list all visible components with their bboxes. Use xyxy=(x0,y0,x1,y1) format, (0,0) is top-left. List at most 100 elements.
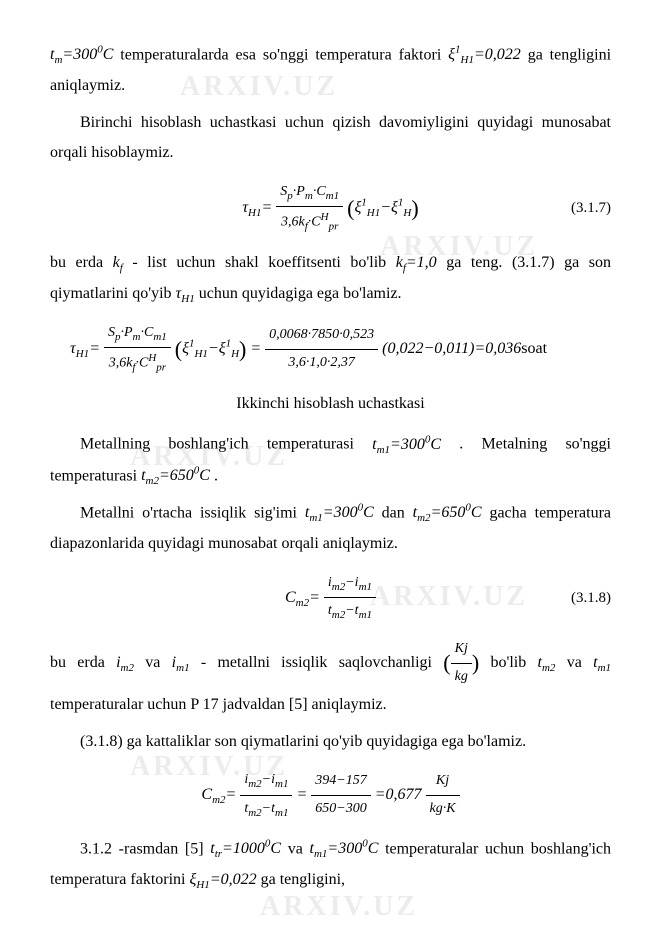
unit: C xyxy=(368,840,379,857)
paragraph-6: bu erda im2 va im1 - metallni issiqlik s… xyxy=(50,636,611,721)
subscript: m1 xyxy=(275,778,288,790)
unit: C xyxy=(471,504,482,521)
subscript: H1 xyxy=(76,348,89,360)
superscript: H xyxy=(321,211,329,223)
subscript: m1 xyxy=(359,609,372,621)
subscript: pr xyxy=(156,362,166,374)
var: −t xyxy=(345,603,358,618)
val: =1,0 xyxy=(406,254,437,271)
subscript: m1 xyxy=(326,189,339,201)
var: 3,6k xyxy=(281,215,305,230)
var: k xyxy=(396,254,403,271)
text: va xyxy=(567,654,593,671)
paragraph-2: Birinchi hisoblash uchastkasi uchun qizi… xyxy=(50,108,611,169)
eq-val: =0,022 xyxy=(474,46,521,63)
subscript: m1 xyxy=(309,513,322,525)
var: −i xyxy=(345,575,358,590)
unit: Kj xyxy=(451,636,472,664)
text: 3.1.2 -rasmdan [5] xyxy=(80,840,210,857)
var: ·C xyxy=(313,184,326,199)
text: ga tengligini, xyxy=(261,871,345,888)
text: bu erda xyxy=(50,254,113,271)
paragraph-7: (3.1.8) ga kattaliklar son qiymatlarini … xyxy=(50,727,611,757)
var: S xyxy=(108,325,115,340)
text: - list uchun shakl koeffitsenti bo'lib xyxy=(132,254,395,271)
subscript: m2 xyxy=(332,609,345,621)
subscript: m1 xyxy=(598,662,611,674)
text: - metallni issiqlik saqlovchanligi xyxy=(201,654,443,671)
subscript: H1 xyxy=(461,55,474,67)
var: C xyxy=(285,589,296,606)
text: . xyxy=(214,467,218,484)
val: (0,022−0,011)=0,036 xyxy=(382,340,521,357)
var: ·P xyxy=(293,184,305,199)
subscript: m1 xyxy=(314,848,327,860)
subscript: H1 xyxy=(367,207,380,219)
var-xi: ξ xyxy=(448,46,455,63)
subscript: m1 xyxy=(176,662,189,674)
subscript: m xyxy=(133,331,141,343)
val: =0,677 xyxy=(375,786,422,803)
unit: soat xyxy=(521,340,547,357)
paragraph-4: Metallning boshlang'ich temperaturasi tm… xyxy=(50,429,611,492)
subscript: m2 xyxy=(212,794,225,806)
var: −ξ xyxy=(208,340,226,357)
unit: Kj xyxy=(426,768,460,796)
var: ·P xyxy=(120,325,132,340)
text: Metallni o'rtacha issiqlik sig'imi xyxy=(80,504,305,521)
unit: kg xyxy=(451,664,472,691)
subscript: f xyxy=(120,262,123,274)
text: bu erda xyxy=(50,654,116,671)
subscript: m xyxy=(305,189,313,201)
text: uchun quyidagiga ega bo'lamiz. xyxy=(199,285,402,302)
unit: C xyxy=(199,467,210,484)
equation-number: (3.1.8) xyxy=(571,584,611,613)
subscript: m2 xyxy=(121,662,134,674)
val: =650 xyxy=(431,504,466,521)
var: −ξ xyxy=(380,199,398,216)
eq-val: =300 xyxy=(62,46,97,63)
unit: C xyxy=(270,840,281,857)
val: =650 xyxy=(159,467,194,484)
text: dan xyxy=(382,504,413,521)
section-heading: Ikkinchi hisoblash uchastkasi xyxy=(50,389,611,419)
unit: kg·K xyxy=(426,796,460,823)
var: 3,6k xyxy=(109,356,133,371)
val: =0,022 xyxy=(210,871,257,888)
subscript: m2 xyxy=(332,581,345,593)
equation-3-1-7: τH1= Sp·Pm·Cm1 3,6kf·CHpr (ξ1H1−ξ1H) (3.… xyxy=(50,179,611,238)
val: =1000 xyxy=(222,840,265,857)
text: temperaturalar uchun P 17 jadvaldan [5] … xyxy=(50,696,387,713)
subscript: tr xyxy=(215,848,222,860)
text: va xyxy=(145,654,171,671)
text: Metallning boshlang'ich temperaturasi xyxy=(80,436,372,453)
subscript: m1 xyxy=(377,444,390,456)
subscript: H1 xyxy=(194,348,207,360)
paragraph-3: bu erda k f - list uchun shakl koeffitsen… xyxy=(50,248,611,310)
val: =300 xyxy=(323,504,358,521)
text: bo'lib xyxy=(490,654,537,671)
subscript: H1 xyxy=(181,293,194,305)
subscript: m1 xyxy=(359,581,372,593)
subscript: H xyxy=(231,348,239,360)
unit: C xyxy=(430,436,441,453)
val: =300 xyxy=(327,840,362,857)
var: ·C xyxy=(135,356,148,371)
subscript: m2 xyxy=(146,475,159,487)
subscript: H1 xyxy=(196,879,209,891)
numerator: 394−157 xyxy=(311,768,370,796)
unit-C: C xyxy=(103,46,114,63)
subscript: m2 xyxy=(296,597,309,609)
subscript: pr xyxy=(329,221,339,233)
subscript: m1 xyxy=(275,807,288,819)
var: ·C xyxy=(308,215,321,230)
subscript: m1 xyxy=(153,331,166,343)
subscript: m2 xyxy=(248,778,261,790)
equation-calc: Cm2= im2−im1 tm2−tm1 = 394−157 650−300 =… xyxy=(50,767,611,823)
denominator: 650−300 xyxy=(311,796,370,823)
var: ξ xyxy=(182,340,189,357)
val: =300 xyxy=(390,436,425,453)
paragraph-1: tm=3000C temperaturalarda esa so'nggi te… xyxy=(50,40,611,102)
equation-number: (3.1.7) xyxy=(571,194,611,223)
subscript: m2 xyxy=(542,662,555,674)
